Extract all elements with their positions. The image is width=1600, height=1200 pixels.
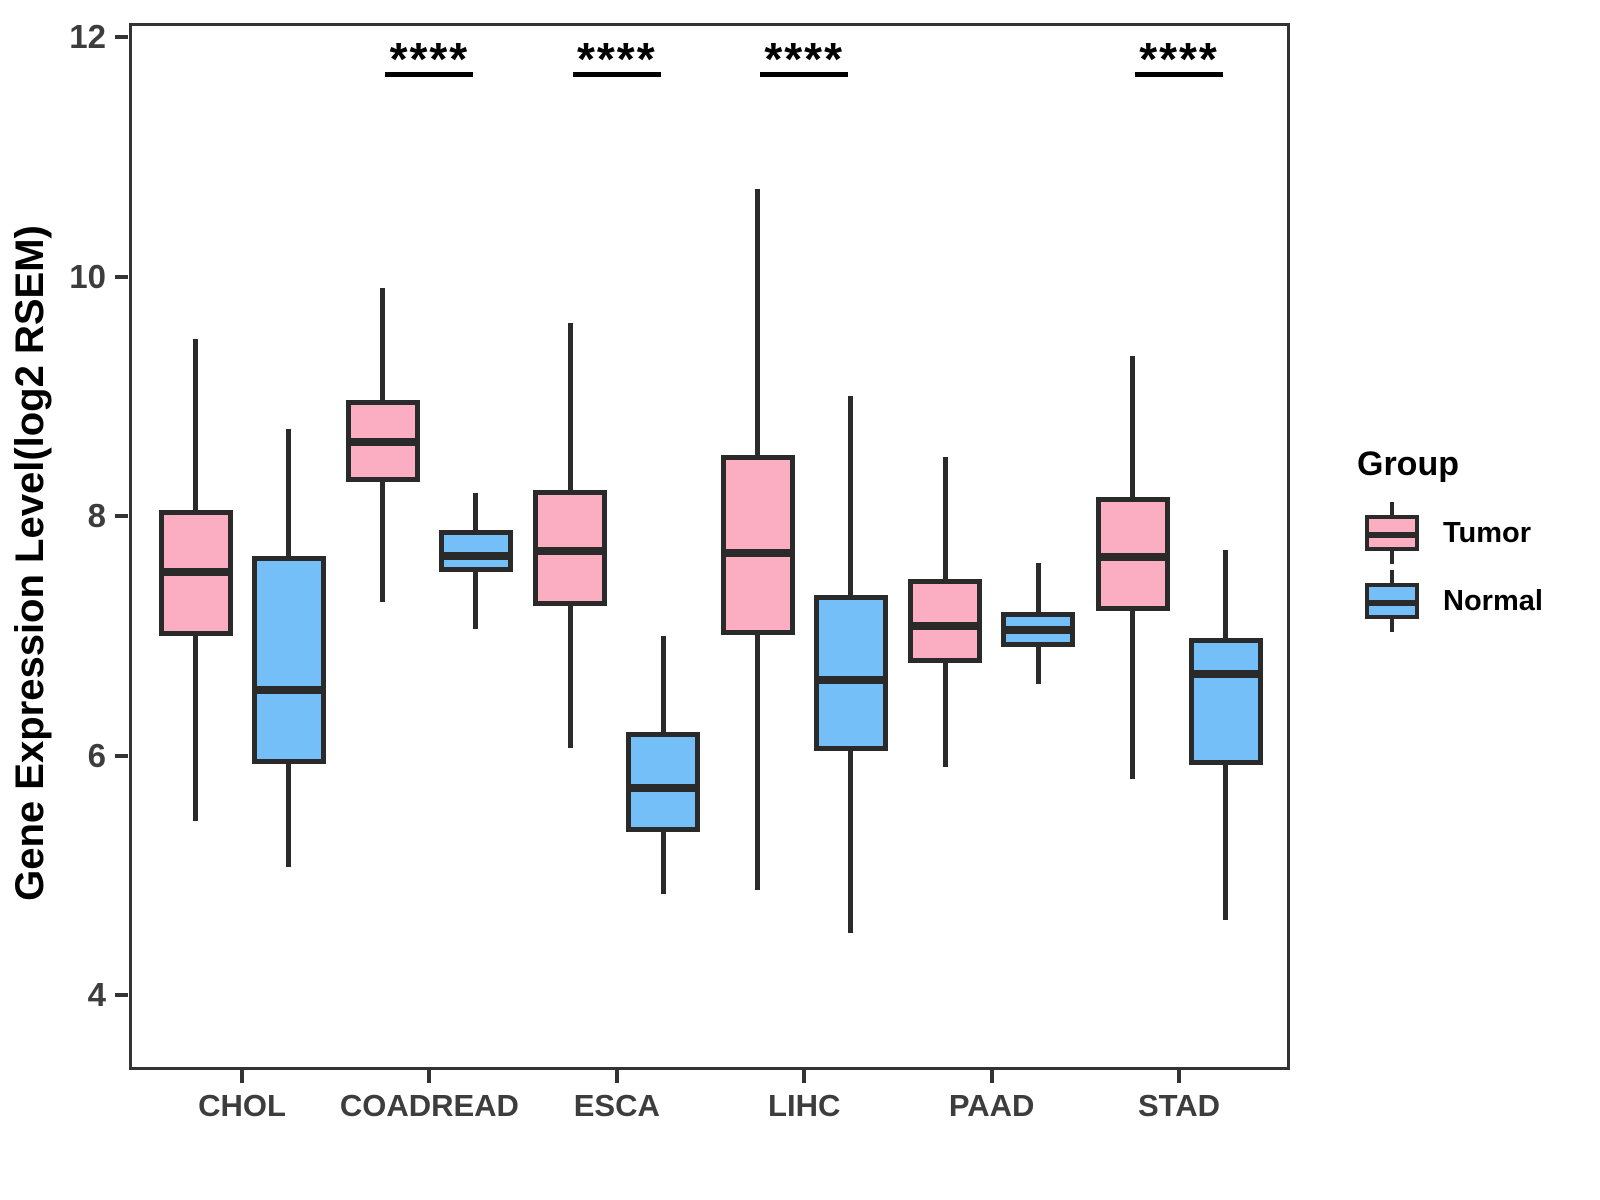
significance-stars-COADREAD: **** — [389, 33, 470, 85]
box-COADREAD-Normal — [438, 530, 513, 573]
whisker-STAD-Tumor — [1130, 610, 1135, 780]
significance-bar-STAD — [1135, 72, 1223, 77]
whisker-PAAD-Tumor — [942, 663, 948, 768]
normal-boxplot-icon — [1365, 583, 1419, 619]
whisker-CHOL-Normal — [286, 763, 291, 867]
whisker-LIHC-Normal — [848, 750, 854, 933]
whisker-COADREAD-Normal — [473, 572, 479, 629]
y-tick-mark — [115, 274, 128, 279]
box-STAD-Normal — [1188, 638, 1263, 766]
legend-whisker-icon — [1390, 619, 1394, 632]
significance-bar-LIHC — [760, 72, 849, 77]
whisker-LIHC-Tumor — [755, 189, 761, 455]
significance-stars-LIHC: **** — [764, 33, 844, 85]
median-COADREAD-Tumor — [349, 437, 416, 446]
box-ESCA-Normal — [626, 731, 701, 833]
x-tick-mark — [1177, 1070, 1181, 1083]
median-STAD-Tumor — [1099, 552, 1166, 561]
legend-whisker-icon — [1390, 570, 1394, 583]
median-LIHC-Normal — [817, 676, 884, 685]
legend-item-tumor: Tumor — [1330, 493, 1600, 573]
legend-label-tumor: Tumor — [1443, 517, 1532, 549]
whisker-LIHC-Normal — [848, 396, 854, 596]
median-ESCA-Tumor — [537, 546, 604, 555]
box-LIHC-Tumor — [720, 454, 795, 635]
y-axis-title: Gene Expression Level(log2 RSEM) — [8, 225, 52, 901]
significance-stars-STAD: **** — [1139, 33, 1219, 85]
whisker-STAD-Tumor — [1130, 355, 1135, 497]
y-tick-mark — [115, 993, 128, 997]
whisker-ESCA-Normal — [660, 635, 666, 732]
median-COADREAD-Normal — [442, 551, 509, 560]
legend-title: Group — [1357, 445, 1459, 483]
whisker-CHOL-Tumor — [193, 338, 198, 510]
x-tick-mark — [989, 1070, 994, 1083]
whisker-STAD-Normal — [1223, 549, 1228, 639]
x-tick-label: PAAD — [948, 1088, 1035, 1123]
median-STAD-Normal — [1192, 670, 1259, 679]
legend-whisker-icon — [1390, 551, 1394, 564]
median-PAAD-Normal — [1005, 625, 1072, 634]
whisker-PAAD-Normal — [1035, 646, 1041, 684]
x-tick-mark — [614, 1070, 619, 1083]
median-ESCA-Normal — [630, 783, 697, 792]
median-LIHC-Tumor — [724, 549, 791, 558]
legend-label-normal: Normal — [1443, 585, 1543, 617]
whisker-ESCA-Tumor — [567, 323, 573, 490]
significance-bar-COADREAD — [385, 72, 474, 77]
legend-whisker-icon — [1390, 502, 1394, 515]
y-tick-label: 10 — [69, 257, 106, 295]
x-tick-mark — [802, 1070, 807, 1083]
x-tick-label: ESCA — [573, 1088, 660, 1123]
y-tick-label: 4 — [87, 976, 106, 1013]
y-tick-mark — [115, 753, 128, 758]
legend-median-icon — [1369, 532, 1415, 538]
tumor-boxplot-icon — [1365, 515, 1419, 551]
y-tick-mark — [115, 514, 128, 518]
legend-item-normal: Normal — [1330, 561, 1600, 641]
whisker-LIHC-Tumor — [755, 634, 761, 890]
whisker-ESCA-Tumor — [567, 605, 573, 749]
whisker-STAD-Normal — [1223, 765, 1228, 920]
y-tick-label: 12 — [69, 18, 106, 55]
whisker-CHOL-Normal — [286, 428, 291, 556]
y-tick-label: 6 — [87, 736, 106, 774]
whisker-ESCA-Normal — [660, 832, 666, 895]
median-CHOL-Normal — [255, 685, 322, 694]
median-CHOL-Tumor — [162, 568, 229, 577]
whisker-CHOL-Tumor — [193, 635, 198, 822]
x-tick-mark — [427, 1070, 432, 1083]
whisker-PAAD-Tumor — [942, 457, 948, 580]
y-tick-label: 8 — [87, 497, 106, 534]
box-CHOL-Normal — [251, 555, 326, 764]
box-LIHC-Normal — [813, 595, 888, 751]
median-PAAD-Tumor — [912, 622, 979, 631]
x-tick-label: CHOL — [198, 1088, 286, 1123]
legend-median-icon — [1369, 600, 1415, 606]
whisker-COADREAD-Tumor — [380, 482, 386, 603]
whisker-COADREAD-Tumor — [380, 288, 386, 400]
x-tick-label: LIHC — [768, 1088, 841, 1123]
x-tick-mark — [240, 1070, 244, 1083]
x-tick-label: STAD — [1137, 1088, 1221, 1123]
y-tick-mark — [115, 35, 128, 39]
box-PAAD-Tumor — [908, 579, 983, 664]
whisker-COADREAD-Normal — [473, 493, 479, 531]
whisker-PAAD-Normal — [1035, 562, 1041, 612]
significance-stars-ESCA: **** — [576, 33, 657, 85]
significance-bar-ESCA — [572, 72, 661, 77]
x-tick-label: COADREAD — [339, 1088, 519, 1123]
